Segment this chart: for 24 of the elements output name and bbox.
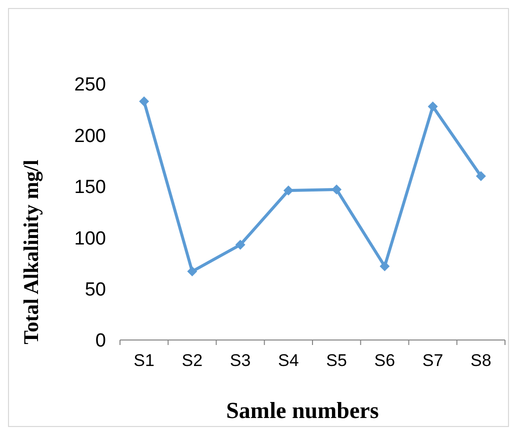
x-tick-label: S7: [422, 351, 444, 370]
y-tick-label: 50: [84, 279, 106, 300]
y-tick-label: 0: [95, 330, 106, 352]
x-tick-label: S4: [278, 351, 299, 370]
x-tick-label: S6: [374, 351, 396, 370]
point: [332, 184, 342, 194]
x-tick-label: S5: [326, 351, 347, 370]
point: [187, 266, 198, 276]
y-tick-label: 200: [74, 126, 106, 147]
point: [283, 185, 294, 196]
x-tick-label: S1: [134, 351, 154, 370]
x-tick-label: S8: [470, 351, 492, 370]
y-axis-title: Total Alkalinity mg/l: [19, 159, 43, 344]
point: [235, 240, 246, 250]
point: [380, 261, 390, 272]
y-tick-label: 250: [74, 74, 106, 96]
y-tick-label: 100: [74, 228, 106, 250]
x-axis-title: Samle numbers: [226, 398, 379, 423]
y-tick-label: 150: [74, 177, 106, 198]
x-tick-label: S3: [230, 351, 251, 370]
point: [476, 171, 486, 182]
x-tick-label: S2: [182, 351, 203, 370]
point: [139, 96, 150, 106]
point: [428, 102, 438, 112]
